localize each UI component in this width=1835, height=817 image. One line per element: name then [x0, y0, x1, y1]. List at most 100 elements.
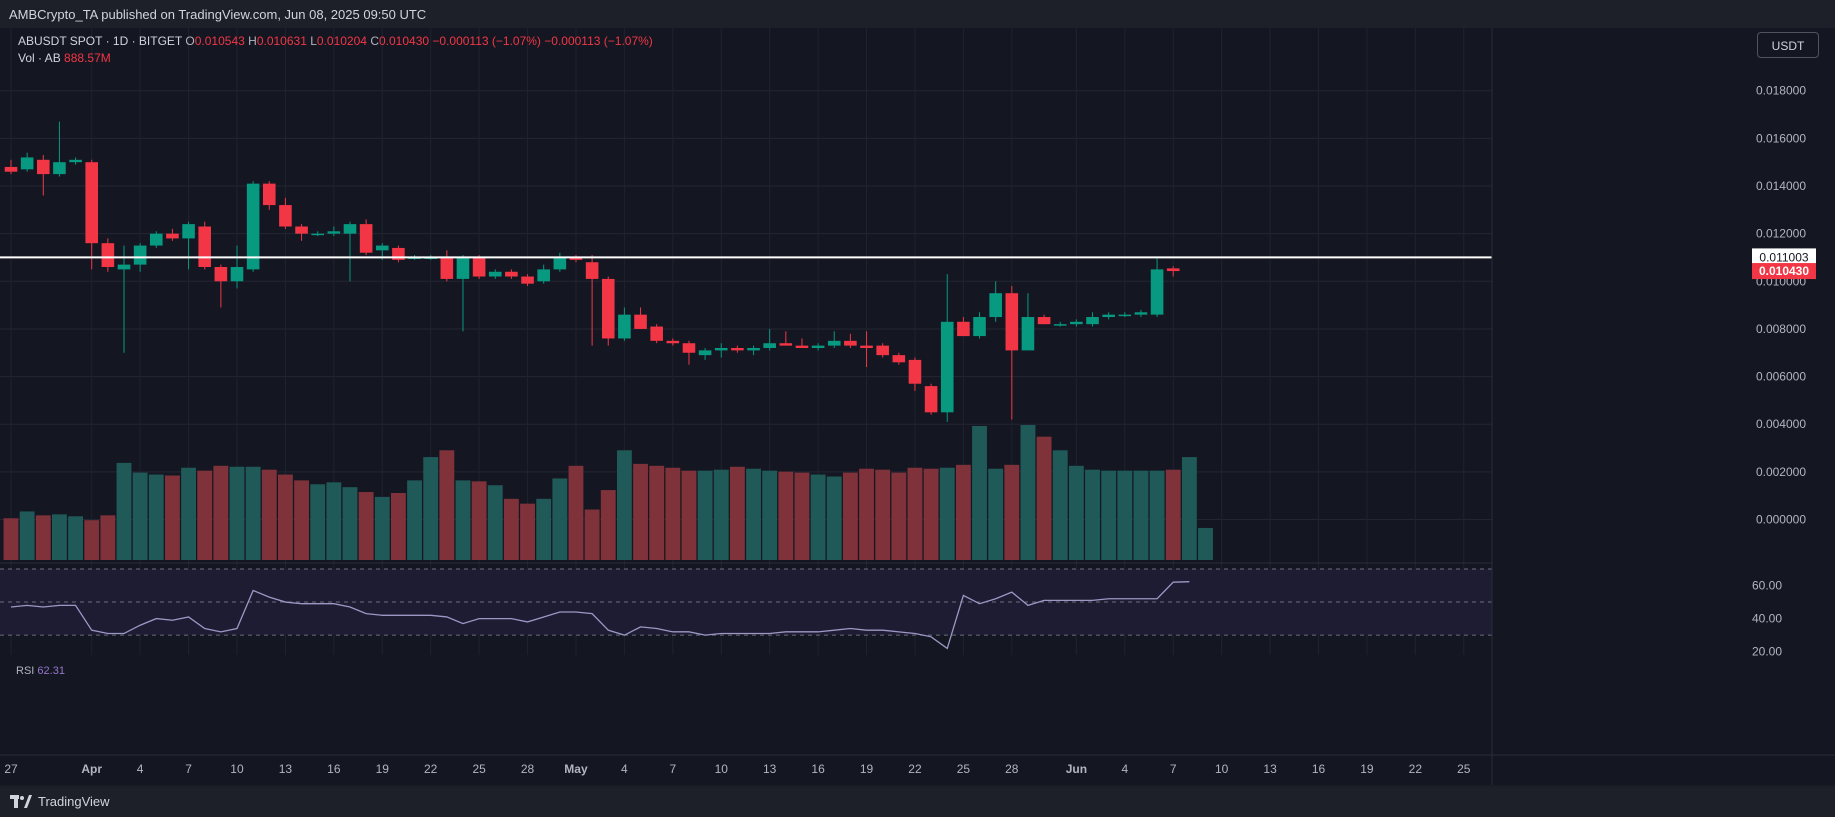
candle-body	[343, 224, 357, 234]
level-label: 0.011003	[1759, 250, 1808, 264]
candle-body	[295, 226, 308, 234]
volume-bar	[116, 462, 132, 560]
candle-body	[618, 314, 631, 339]
price-tick-label: 0.018000	[1756, 84, 1806, 98]
volume-bar	[1068, 465, 1084, 560]
time-tick-label: 19	[376, 762, 390, 776]
time-axis: 27 Apr 4 7 10 13 16 19 22 25 28 May 4 7 10 13 16 19 22 25 28…	[0, 754, 1835, 776]
chart-svg[interactable]: 0.0180000.0160000.0140000.0120000.010000…	[0, 28, 1835, 785]
volume-bar	[762, 470, 778, 560]
volume-bar	[164, 475, 180, 560]
candle-body	[166, 233, 179, 239]
tradingview-logo-icon	[10, 794, 32, 808]
volume-bar	[665, 467, 681, 560]
time-tick-label: 16	[327, 762, 341, 776]
candle-body	[537, 269, 550, 282]
candle-body	[1070, 321, 1083, 325]
candle-body	[53, 162, 66, 175]
time-tick-label: 22	[424, 762, 438, 776]
candle-body	[585, 262, 599, 279]
price-tick-label: 0.008000	[1756, 322, 1806, 336]
volume-bar	[859, 468, 874, 560]
high-value: 0.010631	[256, 34, 307, 48]
volume-bar	[84, 520, 100, 560]
time-tick-label: 19	[860, 762, 874, 776]
volume-bar	[810, 474, 826, 560]
rsi-label[interactable]: RSI	[16, 665, 35, 677]
candle-body	[505, 271, 518, 277]
candle-body	[327, 231, 341, 234]
high-label: H	[248, 34, 257, 48]
candle-body	[392, 247, 405, 260]
volume-label[interactable]: Vol · AB	[18, 51, 61, 65]
time-tick-label: Jun	[1066, 762, 1087, 776]
volume-bar	[1181, 457, 1197, 560]
volume-bar	[778, 471, 794, 560]
volume-bar	[552, 478, 568, 560]
candle-body	[488, 271, 502, 277]
volume-bar	[342, 487, 358, 560]
candle-body	[472, 257, 486, 277]
candle-body	[650, 326, 663, 341]
tradingview-logo[interactable]: TradingView	[10, 794, 110, 809]
price-tick-label: 0.014000	[1756, 179, 1806, 193]
chart-area[interactable]: 0.018000 0.016000 0.014000 0.012000 0.010000…	[0, 28, 1835, 785]
change-value-2: −0.000113 (−1.07%)	[544, 34, 653, 48]
volume-bar	[988, 468, 1004, 560]
price-tick-label: 0.002000	[1756, 465, 1806, 479]
candle-body	[731, 347, 744, 351]
currency-button[interactable]: USDT	[1757, 32, 1819, 58]
candle-body	[262, 183, 276, 206]
candle-body	[634, 314, 647, 329]
volume-bar	[35, 515, 51, 560]
candle-body	[4, 166, 18, 172]
time-tick-label: 4	[137, 762, 144, 776]
volume-bar	[616, 450, 632, 560]
open-value: 0.010543	[194, 34, 245, 48]
price-tick-label: 0.006000	[1756, 370, 1806, 384]
candle-body	[714, 347, 728, 351]
volume-bar	[439, 450, 455, 560]
candle-body	[1118, 314, 1132, 317]
candle-body	[763, 343, 776, 348]
candle-body	[666, 340, 680, 344]
volume-bar	[1198, 527, 1213, 560]
volume-bar	[294, 480, 309, 560]
volume-bar	[649, 465, 665, 560]
last-price-label: 0.010430	[1759, 264, 1809, 278]
volume-bar	[358, 492, 374, 560]
candle-body	[1150, 269, 1164, 315]
time-tick-label: 28	[521, 762, 535, 776]
candle-body	[279, 205, 292, 227]
time-tick-label: 7	[1170, 762, 1177, 776]
candle-body	[456, 257, 470, 279]
volume-bar	[407, 480, 422, 560]
volume-bar	[972, 426, 987, 560]
rsi-tick-label: 20.00	[1752, 645, 1782, 659]
volume-bar	[891, 472, 907, 560]
rsi-value: 62.31	[37, 665, 65, 677]
volume-bar	[261, 469, 277, 560]
candle-body	[230, 267, 244, 282]
rsi-series	[10, 581, 1190, 650]
time-tick-label: May	[564, 762, 588, 776]
volume-bar	[713, 469, 729, 560]
volume-bar	[229, 466, 245, 560]
candle-body	[1166, 268, 1180, 272]
ohlc-legend: ABUSDT SPOT · 1D · BITGET O0.010543 H0.0…	[18, 34, 653, 48]
level-label-bg	[1752, 248, 1816, 266]
candle-body	[989, 293, 1002, 318]
symbol-label[interactable]: ABUSDT SPOT · 1D · BITGET	[18, 34, 183, 48]
time-tick-label: 4	[621, 762, 628, 776]
time-tick-label: 22	[1409, 762, 1423, 776]
price-axis-bg	[1492, 28, 1835, 785]
volume-bar	[729, 466, 745, 560]
volume-bar	[842, 472, 858, 560]
candle-body	[747, 347, 760, 351]
candle-body	[553, 257, 567, 270]
volume-bar	[536, 498, 552, 560]
volume-bar	[633, 463, 648, 560]
time-tick-label: 13	[279, 762, 293, 776]
candle-body	[214, 267, 228, 282]
price-tick-label: 0.004000	[1756, 417, 1806, 431]
